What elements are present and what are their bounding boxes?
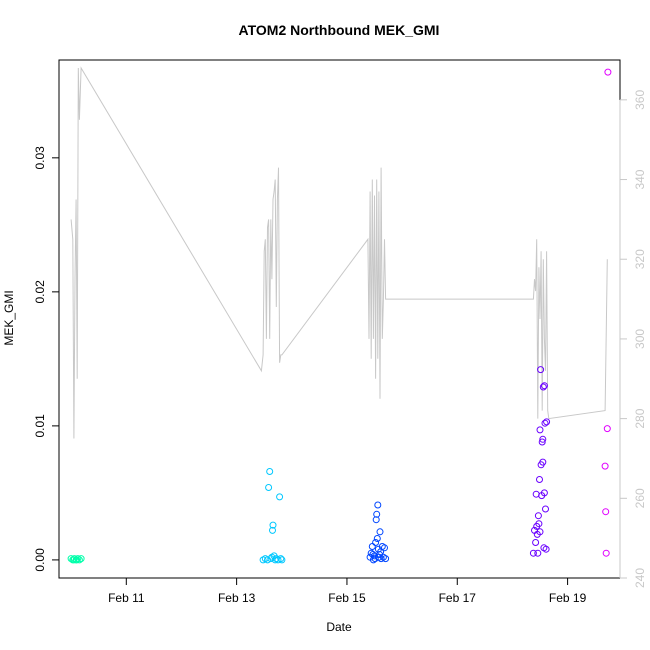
data-point <box>536 476 543 483</box>
data-point <box>537 366 545 374</box>
data-point <box>381 544 388 552</box>
data-point <box>539 458 547 466</box>
data-point <box>372 539 380 546</box>
data-point <box>277 555 285 563</box>
data-point <box>77 555 85 563</box>
data-point <box>542 545 550 553</box>
data-point <box>382 555 390 563</box>
data-point <box>539 435 547 443</box>
data-point <box>276 493 284 501</box>
data-point <box>73 556 81 564</box>
y-tick-label: 0.02 <box>33 280 47 304</box>
data-point <box>602 508 610 516</box>
data-point <box>269 526 276 534</box>
y2-tick-label: 300 <box>633 329 647 349</box>
y-tick-label: 0.03 <box>33 146 47 170</box>
y2-axis: 240 260 280 300 320 340 360 <box>619 90 647 588</box>
data-point <box>540 382 548 390</box>
y-axis: 0.00 0.01 0.02 0.03 <box>33 146 60 572</box>
data-point <box>372 516 380 524</box>
data-point <box>604 68 612 76</box>
y2-tick-label: 340 <box>633 169 647 189</box>
data-point <box>602 549 610 557</box>
y-tick-label: 0.01 <box>33 414 47 438</box>
x-tick-label: Feb 19 <box>549 591 587 605</box>
scatter-points <box>67 68 612 564</box>
data-point <box>373 535 381 542</box>
data-point <box>534 512 542 520</box>
y2-tick-label: 240 <box>633 568 647 588</box>
data-point <box>541 419 549 427</box>
data-point <box>532 539 540 546</box>
series-line <box>70 66 608 439</box>
chart-title: ATOM2 Northbound MEK_GMI <box>239 22 440 38</box>
data-point <box>70 556 78 564</box>
data-point <box>371 555 379 563</box>
data-point <box>533 522 541 530</box>
data-point <box>374 501 382 509</box>
y2-tick-label: 280 <box>633 408 647 428</box>
data-point <box>543 418 551 426</box>
data-point <box>529 549 537 557</box>
data-point <box>376 551 383 558</box>
data-point <box>74 555 82 563</box>
plot-frame <box>58 59 621 579</box>
data-point <box>369 551 377 558</box>
data-point <box>601 462 609 470</box>
x-tick-label: Feb 15 <box>328 591 366 605</box>
data-point <box>603 425 611 433</box>
data-point <box>536 528 544 536</box>
data-point <box>278 556 286 564</box>
x-tick-label: Feb 17 <box>439 591 477 605</box>
data-point <box>539 383 547 391</box>
x-axis: Feb 11 Feb 13 Feb 15 Feb 17 Feb 19 <box>108 577 587 605</box>
data-point <box>542 505 549 513</box>
data-point <box>373 510 381 518</box>
x-tick-label: Feb 11 <box>108 591 145 605</box>
data-point <box>536 426 544 434</box>
y-tick-label: 0.00 <box>33 548 47 572</box>
data-point <box>371 552 378 560</box>
data-point <box>269 521 277 529</box>
y2-tick-label: 320 <box>633 249 647 269</box>
data-point <box>376 528 384 536</box>
y-axis-label: MEK_GMI <box>2 290 16 345</box>
data-point <box>268 553 276 561</box>
data-point <box>265 484 273 491</box>
data-point <box>538 438 546 446</box>
y2-tick-label: 360 <box>633 90 647 110</box>
data-point <box>266 468 274 475</box>
data-point <box>368 543 376 550</box>
x-axis-label: Date <box>326 620 352 634</box>
right-axis-line-series <box>70 66 608 439</box>
x-tick-label: Feb 13 <box>218 591 256 605</box>
y2-tick-label: 260 <box>633 488 647 508</box>
data-point <box>534 549 542 557</box>
data-point <box>369 556 377 564</box>
data-point <box>540 489 548 497</box>
